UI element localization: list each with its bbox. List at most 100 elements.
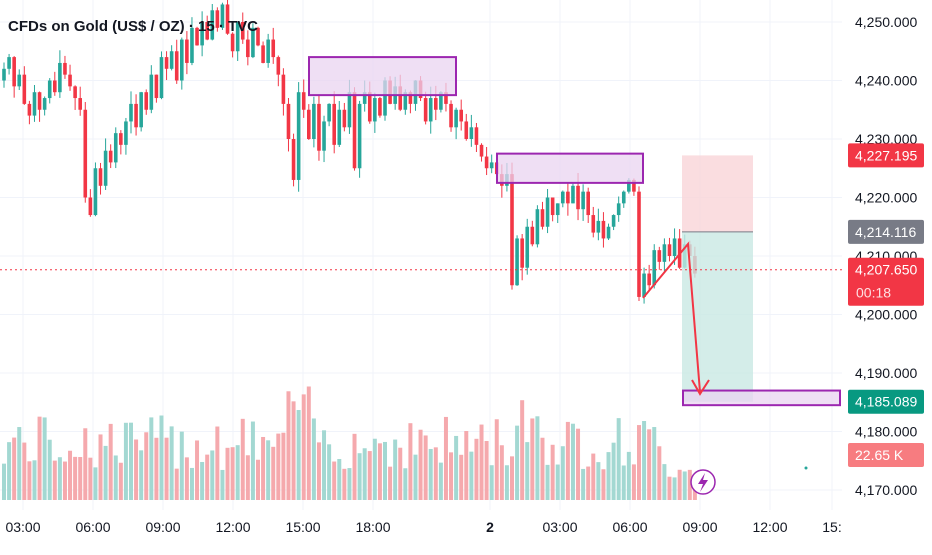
candle-body [17, 74, 22, 87]
x-tick-label: 12:00 [215, 519, 250, 535]
volume-bar [2, 463, 6, 500]
volume-bar [499, 445, 504, 500]
volume-bar [134, 439, 139, 500]
candle-body [230, 33, 235, 52]
candle-body [235, 22, 240, 52]
x-tick-label: 12:00 [752, 519, 787, 535]
candle-body [286, 103, 291, 139]
volume-bar [83, 428, 88, 500]
volume-bar [540, 437, 545, 500]
candle-body [327, 103, 331, 122]
candle-body [520, 238, 524, 268]
x-axis: 03:00 06:00 09:00 12:00 15:00 18:00 2 03:00 06:0… [5, 519, 841, 535]
volume-bar [489, 465, 494, 500]
volume-bar [616, 418, 621, 500]
candle-body [261, 45, 265, 63]
candle-body [555, 203, 560, 216]
candle-body [657, 250, 662, 262]
volume-bar [296, 410, 301, 500]
volume-bar [57, 457, 62, 500]
candle-body [47, 80, 52, 99]
volume-bar [449, 452, 454, 500]
volume-bar [73, 456, 78, 500]
volume-bar [637, 425, 641, 500]
candle-body [93, 168, 98, 216]
volume-bar [581, 468, 586, 500]
candle-body [185, 39, 189, 63]
volume-bar [12, 437, 17, 500]
volume-bar [118, 462, 123, 500]
candle-body [469, 127, 474, 139]
candle-body [180, 39, 184, 81]
candle-body [378, 98, 382, 116]
volume-bar [149, 417, 154, 500]
x-tick-label: 03:00 [542, 519, 577, 535]
volume-bar [520, 400, 525, 500]
y-tick-label: 4,220.000 [855, 190, 917, 206]
volume-bar [342, 468, 347, 500]
volume-bar [322, 430, 327, 500]
volume-bar [393, 439, 398, 500]
current-price-tag: 4,207.650 00:18 [848, 257, 924, 306]
volume-bar [667, 476, 672, 500]
volume-bar [647, 429, 652, 500]
volume-bar [443, 416, 448, 500]
candle-body [317, 103, 321, 151]
volume-bar [240, 418, 245, 500]
volume-bar [93, 467, 98, 500]
candle-body [540, 209, 545, 227]
y-tick-label: 4,180.000 [855, 424, 917, 440]
volume-bar [271, 446, 276, 500]
volume-bar [626, 451, 631, 500]
volume-bar [652, 427, 657, 500]
candle-body [134, 103, 138, 128]
target-zone-box [682, 389, 841, 407]
volume-bar [367, 451, 372, 500]
volume-bar [286, 391, 291, 500]
candle-body [266, 39, 270, 63]
volume-bar [621, 465, 626, 500]
countdown-label: 00:18 [856, 285, 891, 301]
candle-body [312, 103, 316, 139]
volume-bar [164, 437, 169, 500]
candle-body [530, 226, 535, 245]
volume-bar [377, 443, 382, 500]
volume-bar [88, 457, 93, 500]
volume-bar [433, 447, 438, 500]
volume-bar [383, 441, 387, 500]
volume-bar [687, 469, 692, 500]
candle-body [342, 109, 347, 128]
volume-bar [413, 454, 418, 500]
candle-body [78, 98, 82, 110]
candle-body [667, 244, 672, 256]
target-price-tag-label: 4,185.089 [855, 394, 917, 410]
volume-tag: 22.65 K [848, 443, 924, 467]
target-zone [682, 231, 753, 402]
supply-zone [308, 56, 457, 97]
candle-body [108, 150, 113, 163]
volume-bar [515, 425, 520, 500]
volume-bar [596, 462, 601, 500]
volume-bar [250, 421, 255, 500]
volume-bar [200, 461, 205, 500]
candle-body [550, 197, 555, 216]
candle-body [98, 168, 103, 186]
candle-body [73, 86, 77, 99]
volume-bar [174, 468, 179, 500]
candle-body [68, 74, 72, 87]
volume-bar [510, 456, 514, 500]
chart-title: CFDs on Gold (US$ / OZ) · 15 · TVC [8, 18, 259, 35]
volume-bar [586, 466, 591, 500]
volume-bar [210, 450, 215, 500]
volume-bar [535, 416, 540, 500]
candle-body [672, 238, 677, 256]
candle-body [439, 92, 443, 110]
candle-body [88, 197, 93, 216]
volume-bar [494, 419, 499, 500]
volume-bar [22, 442, 27, 500]
arrow-head [691, 379, 710, 396]
volume-bar [261, 436, 266, 500]
candle-body [164, 57, 169, 69]
